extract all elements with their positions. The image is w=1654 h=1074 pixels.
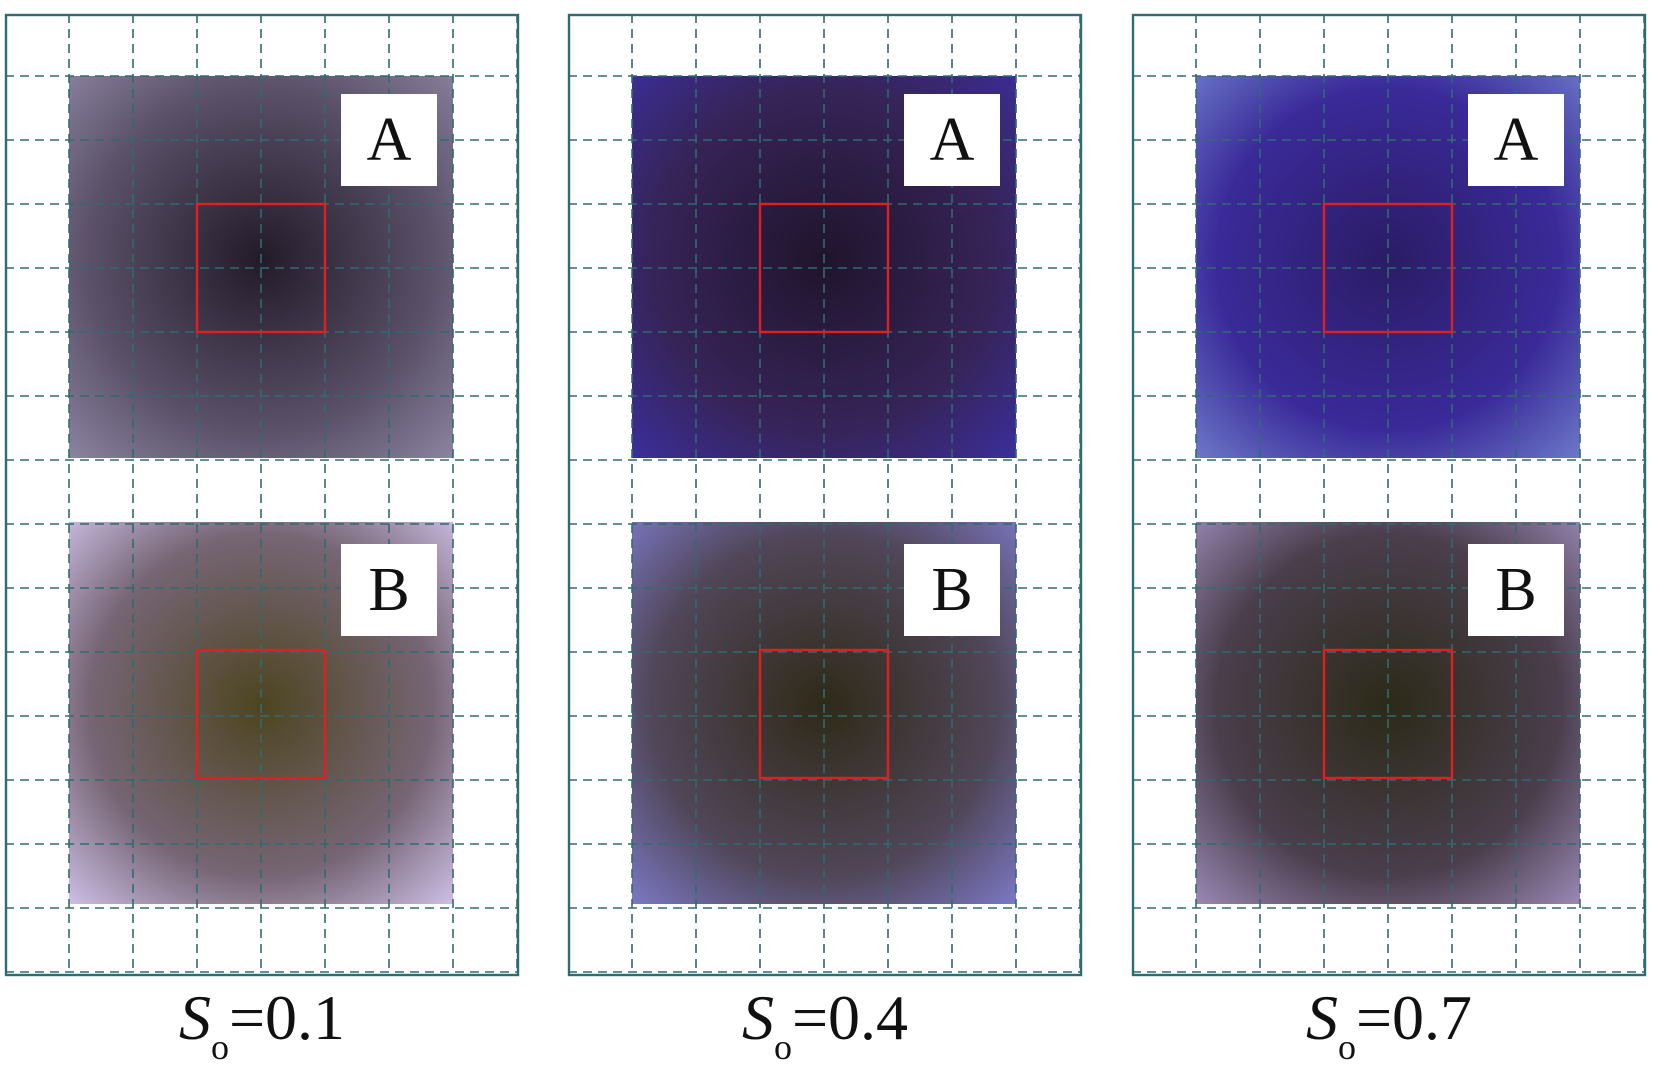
caption-value: =0.4 <box>791 982 909 1053</box>
caption-value: =0.7 <box>1355 982 1473 1053</box>
caption-subscript: o <box>210 1027 229 1067</box>
sample-label-box-b: B <box>341 544 437 636</box>
sample-label-box-a: A <box>1468 94 1564 186</box>
sample-label-box-a: A <box>904 94 1000 186</box>
roi-square-a <box>195 202 327 334</box>
sample-label: A <box>929 105 975 174</box>
caption-so-0-4: So=0.4 <box>568 978 1082 1067</box>
caption-symbol: S <box>1305 982 1338 1053</box>
sample-label-box-b: B <box>1468 544 1564 636</box>
sample-label: B <box>931 555 973 624</box>
panel-frame <box>4 13 520 977</box>
panel-graphic <box>567 13 1083 977</box>
caption-symbol: S <box>741 982 774 1053</box>
roi-square-a <box>1322 202 1454 334</box>
sample-label-box-b: B <box>904 544 1000 636</box>
panel-graphic <box>4 13 520 977</box>
roi-square-a <box>758 202 890 334</box>
panel-graphic <box>1131 13 1647 977</box>
roi-square-b <box>195 648 327 780</box>
caption-subscript: o <box>773 1027 792 1067</box>
sample-label: A <box>366 105 412 174</box>
panel-frame <box>567 13 1083 977</box>
sample-label: B <box>1495 555 1537 624</box>
caption-so-0-7: So=0.7 <box>1132 978 1646 1067</box>
caption-value: =0.1 <box>228 982 346 1053</box>
caption-so-0-1: So=0.1 <box>5 978 519 1067</box>
caption-subscript: o <box>1337 1027 1356 1067</box>
roi-square-b <box>758 648 890 780</box>
caption-symbol: S <box>178 982 211 1053</box>
sample-label-box-a: A <box>341 94 437 186</box>
roi-square-b <box>1322 648 1454 780</box>
sample-label: B <box>368 555 410 624</box>
sample-label: A <box>1493 105 1539 174</box>
panel-frame <box>1131 13 1647 977</box>
